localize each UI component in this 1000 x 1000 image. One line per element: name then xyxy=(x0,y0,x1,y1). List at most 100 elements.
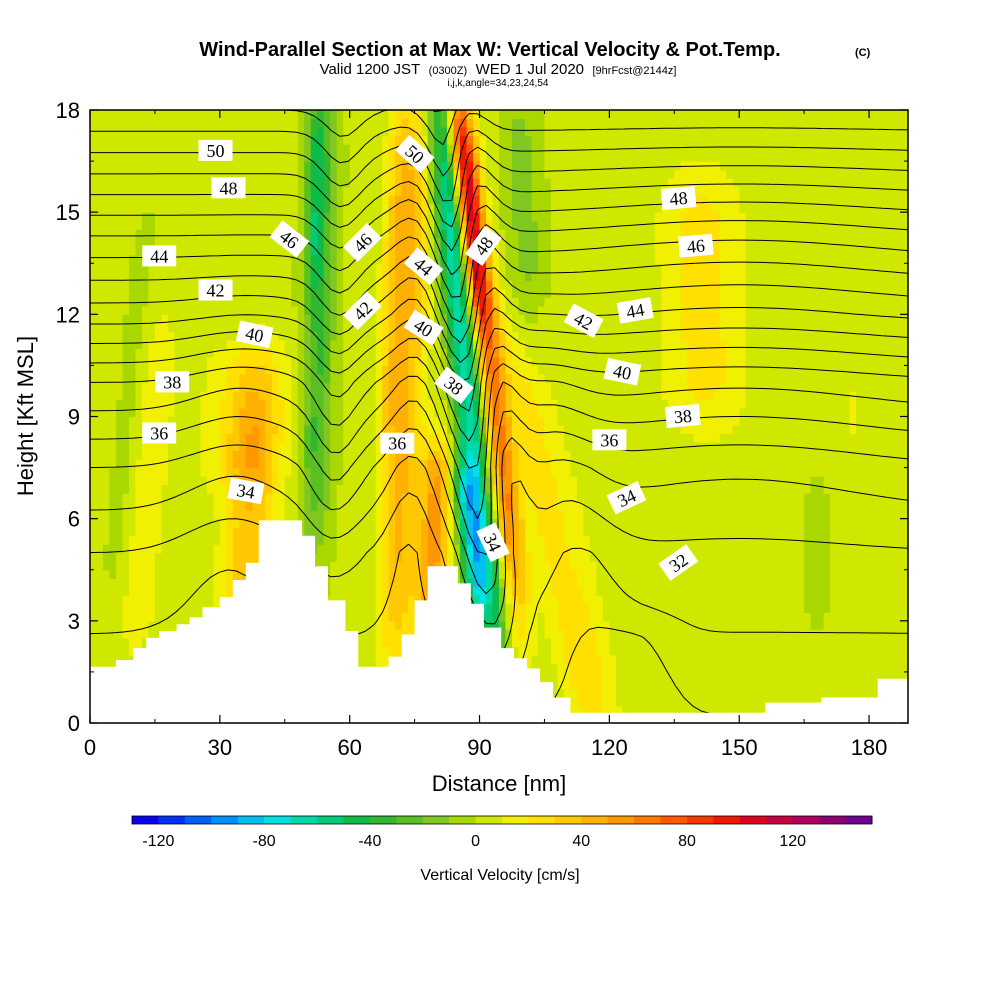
w-cell xyxy=(486,518,494,528)
w-cell xyxy=(499,467,507,477)
w-cell xyxy=(524,663,533,673)
w-cell xyxy=(453,476,461,486)
w-cell xyxy=(128,535,163,545)
w-cell xyxy=(388,501,396,511)
y-tick-label: 12 xyxy=(56,302,80,327)
forecast-info: [9hrFcst@2144z] xyxy=(592,65,676,77)
w-cell xyxy=(563,527,584,537)
w-cell xyxy=(473,229,481,239)
valid-date: WED 1 Jul 2020 xyxy=(476,61,584,78)
w-cell xyxy=(687,373,727,384)
w-cell xyxy=(473,322,481,332)
w-cell xyxy=(440,416,448,426)
w-cell xyxy=(310,331,318,341)
w-cell xyxy=(304,433,312,443)
w-cell xyxy=(388,467,396,477)
w-cell xyxy=(499,297,507,307)
w-cell xyxy=(460,271,468,281)
w-cell xyxy=(537,246,552,256)
w-cell xyxy=(466,501,474,511)
w-cell xyxy=(310,203,325,213)
w-cell xyxy=(330,237,338,247)
colorbar-swatch xyxy=(475,816,503,824)
w-cell xyxy=(388,297,396,307)
w-cell xyxy=(284,407,292,418)
w-cell xyxy=(161,518,221,528)
w-cell xyxy=(128,450,143,460)
w-cell xyxy=(440,544,448,554)
w-cell xyxy=(719,246,747,256)
w-cell xyxy=(550,195,662,205)
w-cell xyxy=(453,297,461,307)
w-cell xyxy=(414,433,442,443)
w-cell xyxy=(375,510,383,520)
w-cell xyxy=(219,527,227,537)
w-cell xyxy=(122,501,137,511)
w-cell xyxy=(388,339,396,349)
w-cell xyxy=(570,671,604,682)
w-cell xyxy=(499,578,507,588)
w-cell xyxy=(492,425,500,435)
w-cell xyxy=(414,425,429,435)
w-cell xyxy=(421,203,429,213)
w-cell xyxy=(440,144,448,154)
w-cell xyxy=(401,178,416,188)
w-cell xyxy=(304,127,312,137)
w-cell xyxy=(511,450,520,460)
w-cell xyxy=(531,212,552,222)
w-cell xyxy=(745,373,908,384)
w-cell xyxy=(388,280,396,290)
w-cell xyxy=(271,450,279,460)
w-cell xyxy=(395,339,409,349)
w-cell xyxy=(505,442,513,452)
w-cell xyxy=(323,322,331,332)
w-cell xyxy=(421,416,442,426)
w-cell xyxy=(479,484,487,494)
w-cell xyxy=(323,152,331,162)
colorbar-swatch xyxy=(819,816,847,824)
w-cell xyxy=(213,578,227,588)
w-cell xyxy=(115,552,130,562)
w-cell xyxy=(421,135,429,145)
w-cell xyxy=(447,442,455,452)
w-cell xyxy=(200,390,227,401)
w-cell xyxy=(434,127,448,137)
w-cell xyxy=(115,459,130,469)
w-cell xyxy=(505,331,520,341)
w-cell xyxy=(505,373,513,384)
w-cell xyxy=(563,646,597,656)
w-cell xyxy=(154,246,292,256)
w-cell xyxy=(421,348,429,358)
w-cell xyxy=(537,527,565,537)
w-cell xyxy=(661,331,682,341)
w-cell xyxy=(122,620,150,630)
w-cell xyxy=(492,390,500,401)
w-cell xyxy=(388,178,396,188)
w-cell xyxy=(90,476,111,486)
w-cell xyxy=(440,263,448,273)
w-cell xyxy=(440,305,448,315)
colorbar-swatch xyxy=(449,816,477,824)
w-cell xyxy=(310,144,325,154)
w-cell xyxy=(382,161,390,171)
w-cell xyxy=(479,467,487,477)
w-cell xyxy=(460,450,468,460)
w-cell xyxy=(511,348,526,358)
w-cell xyxy=(810,612,825,622)
w-cell xyxy=(382,263,390,273)
w-cell xyxy=(563,688,578,699)
colorbar-swatch xyxy=(713,816,741,824)
w-cell xyxy=(654,254,682,264)
w-cell xyxy=(460,459,468,469)
w-cell xyxy=(310,501,318,511)
w-cell xyxy=(466,416,474,426)
contour-label-box xyxy=(603,357,642,386)
w-cell xyxy=(388,127,396,137)
w-cell xyxy=(486,501,494,511)
w-cell xyxy=(291,425,299,435)
w-cell xyxy=(304,348,312,358)
w-cell xyxy=(544,442,565,452)
w-cell xyxy=(680,288,721,298)
w-cell xyxy=(421,178,429,188)
w-cell xyxy=(421,535,429,545)
